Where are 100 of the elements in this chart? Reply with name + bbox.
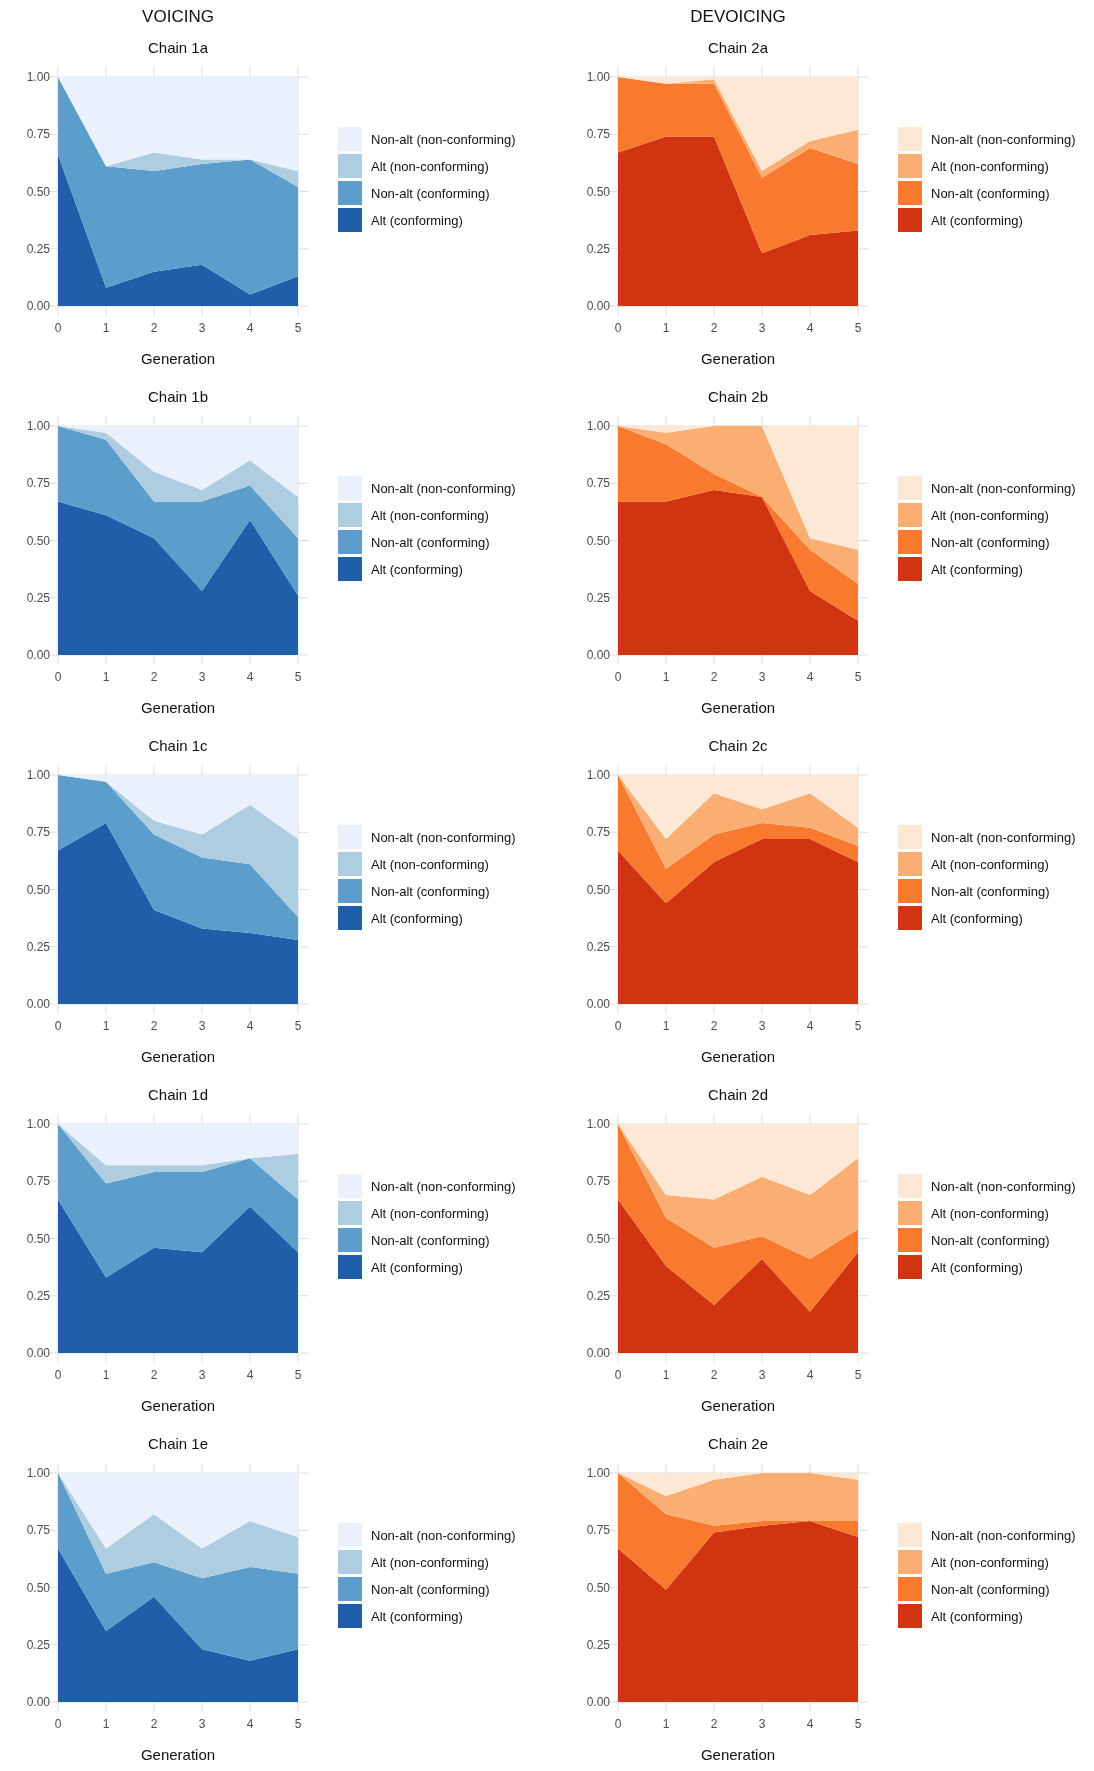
x-tick-label: 5 — [294, 670, 302, 684]
x-tick-label: 0 — [54, 1368, 62, 1382]
y-tick-label: 0.00 — [586, 299, 611, 314]
chart-subtitle: Chain 2a — [707, 39, 769, 56]
legend-label: Alt (conforming) — [931, 910, 1023, 926]
x-tick-label: 1 — [662, 1368, 670, 1382]
y-tick-label: 1.00 — [586, 70, 611, 85]
y-tick-label: 0.25 — [26, 1288, 51, 1303]
x-tick-label: 5 — [854, 1019, 862, 1033]
y-tick-label: 0.00 — [26, 648, 51, 663]
legend-label: Alt (non-conforming) — [371, 1205, 489, 1221]
x-tick-label: 0 — [54, 670, 62, 684]
legend-label: Non-alt (conforming) — [371, 883, 490, 899]
legend-label: Alt (non-conforming) — [931, 158, 1049, 174]
legend-label: Alt (non-conforming) — [931, 507, 1049, 523]
x-tick-label: 4 — [246, 1717, 254, 1731]
x-tick-label: 0 — [54, 321, 62, 335]
chart-title: Chain 1e — [147, 1435, 209, 1452]
x-tick-label: 4 — [806, 670, 814, 684]
x-tick-label: 2 — [150, 321, 158, 335]
x-tick-label: 2 — [150, 1019, 158, 1033]
x-tick-label: 0 — [614, 1019, 622, 1033]
legend-label: Non-alt (conforming) — [371, 1581, 490, 1597]
legend-label: Non-alt (conforming) — [931, 1232, 1050, 1248]
x-tick-label: 3 — [198, 321, 206, 335]
x-tick-label: 1 — [662, 1019, 670, 1033]
legend-label: Alt (non-conforming) — [371, 158, 489, 174]
x-axis-title: Generation — [140, 1397, 216, 1414]
legend-label: Alt (conforming) — [931, 561, 1023, 577]
y-tick-label: 0.75 — [586, 1174, 611, 1189]
x-tick-label: 4 — [246, 1019, 254, 1033]
x-tick-label: 2 — [710, 1717, 718, 1731]
legend-label: Alt (conforming) — [931, 1608, 1023, 1624]
x-axis-title: Generation — [700, 350, 776, 367]
chart-subtitle: Chain 1a — [147, 39, 209, 56]
legend-label: Non-alt (non-conforming) — [931, 131, 1076, 147]
x-tick-label: 5 — [294, 1368, 302, 1382]
y-tick-label: 0.75 — [586, 127, 611, 142]
x-tick-label: 2 — [150, 1717, 158, 1731]
y-tick-label: 0.00 — [586, 1695, 611, 1710]
x-tick-label: 2 — [710, 670, 718, 684]
x-tick-label: 5 — [854, 1717, 862, 1731]
chart-title: VOICING — [142, 7, 214, 26]
chart-title: DEVOICING — [690, 7, 786, 26]
y-tick-label: 0.25 — [26, 590, 51, 605]
x-tick-label: 1 — [102, 321, 110, 335]
x-tick-label: 1 — [662, 670, 670, 684]
x-tick-label: 3 — [198, 1019, 206, 1033]
y-tick-label: 0.75 — [26, 476, 51, 491]
x-tick-label: 0 — [614, 1368, 622, 1382]
y-tick-label: 0.75 — [26, 1523, 51, 1538]
y-tick-label: 0.50 — [586, 1231, 611, 1246]
y-tick-label: 0.75 — [586, 825, 611, 840]
x-tick-label: 1 — [662, 1717, 670, 1731]
x-tick-label: 4 — [246, 670, 254, 684]
x-tick-label: 3 — [198, 670, 206, 684]
x-tick-label: 0 — [614, 321, 622, 335]
chart-title: Chain 2d — [707, 1086, 769, 1103]
chart-title: Chain 2b — [707, 388, 769, 405]
x-tick-label: 4 — [806, 321, 814, 335]
y-tick-label: 0.25 — [26, 241, 51, 256]
x-axis-title: Generation — [140, 350, 216, 367]
x-tick-label: 3 — [758, 321, 766, 335]
x-tick-label: 4 — [806, 1019, 814, 1033]
legend-label: Alt (conforming) — [931, 212, 1023, 228]
x-tick-label: 2 — [710, 321, 718, 335]
legend-label: Alt (non-conforming) — [931, 856, 1049, 872]
y-tick-label: 0.50 — [586, 882, 611, 897]
y-tick-label: 0.25 — [26, 939, 51, 954]
x-tick-label: 4 — [806, 1368, 814, 1382]
legend-label: Non-alt (non-conforming) — [931, 1178, 1076, 1194]
y-tick-label: 0.50 — [26, 1231, 51, 1246]
x-tick-label: 4 — [246, 1368, 254, 1382]
y-tick-label: 1.00 — [26, 1117, 51, 1132]
y-tick-label: 0.25 — [586, 1637, 611, 1652]
x-tick-label: 1 — [102, 1368, 110, 1382]
x-tick-label: 2 — [710, 1368, 718, 1382]
y-tick-label: 0.25 — [586, 1288, 611, 1303]
x-axis-title: Generation — [700, 1397, 776, 1414]
y-tick-label: 1.00 — [26, 1466, 51, 1481]
legend-label: Alt (conforming) — [371, 561, 463, 577]
legend-label: Alt (conforming) — [931, 1259, 1023, 1275]
y-tick-label: 0.25 — [586, 939, 611, 954]
legend-label: Alt (conforming) — [371, 1259, 463, 1275]
x-tick-label: 5 — [854, 670, 862, 684]
y-tick-label: 0.75 — [586, 476, 611, 491]
legend-label: Non-alt (conforming) — [931, 883, 1050, 899]
y-tick-label: 0.00 — [586, 1346, 611, 1361]
x-tick-label: 2 — [710, 1019, 718, 1033]
y-tick-label: 0.75 — [26, 1174, 51, 1189]
y-tick-label: 0.25 — [586, 590, 611, 605]
y-tick-label: 1.00 — [586, 419, 611, 434]
y-tick-label: 0.50 — [586, 533, 611, 548]
y-tick-label: 0.25 — [26, 1637, 51, 1652]
legend-label: Non-alt (non-conforming) — [371, 480, 516, 496]
legend-label: Non-alt (non-conforming) — [371, 131, 516, 147]
chart-title: Chain 1b — [147, 388, 209, 405]
x-tick-label: 4 — [246, 321, 254, 335]
y-tick-label: 0.00 — [586, 648, 611, 663]
y-tick-label: 0.50 — [26, 533, 51, 548]
